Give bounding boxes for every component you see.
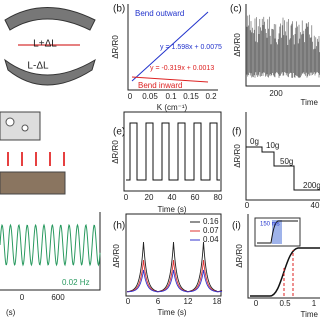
y-label: ΔR/R0 — [235, 244, 244, 268]
axes — [245, 4, 320, 87]
signal — [127, 241, 223, 293]
signal — [126, 122, 220, 181]
step-label: 10g — [266, 141, 279, 150]
step-label: 50g — [280, 157, 293, 166]
y-label: ΔR/R0 — [233, 144, 242, 168]
step-label: 0g — [250, 137, 259, 146]
y-label: ΔR/R0 — [111, 140, 120, 164]
inset-label: 150 ms — [260, 222, 280, 228]
x-label: Time — [301, 310, 319, 319]
series-name: Bend outward — [135, 9, 184, 18]
tick: 1 — [312, 299, 317, 308]
tick: 0 — [245, 201, 250, 210]
tick: 6 — [156, 297, 161, 306]
axes — [127, 4, 218, 91]
y-label: ΔR/R0 — [111, 35, 120, 59]
signal — [127, 269, 223, 293]
label: L+ΔL — [33, 39, 57, 50]
tick: 0 — [254, 299, 259, 308]
tick: 18 — [213, 297, 222, 306]
tick: 200 — [269, 89, 283, 98]
panel-label: (i) — [232, 221, 241, 232]
series-name: Bend inward — [138, 81, 182, 90]
signal — [126, 259, 223, 293]
signal — [246, 146, 320, 191]
signals: 0.160.070.04 — [126, 217, 223, 293]
y-label: ΔR/R0 — [233, 33, 242, 57]
tick: 600 — [51, 293, 65, 302]
axes — [0, 212, 101, 291]
tick: 0 — [20, 293, 25, 302]
legend-label: 0.04 — [203, 235, 219, 244]
fit-line — [131, 11, 209, 82]
tick: 0.05 — [142, 92, 158, 101]
tick: 0.2 — [205, 92, 217, 101]
tick: 0 — [126, 297, 131, 306]
frequency: 0.02 Hz — [62, 278, 90, 287]
axes — [245, 112, 320, 201]
legend-label: 0.16 — [203, 217, 219, 226]
tick: 12 — [184, 297, 193, 306]
panel-label: (c) — [230, 4, 242, 15]
panel-label: (h) — [113, 221, 125, 232]
x-label: (s) — [6, 308, 16, 317]
inset-signal — [257, 220, 298, 244]
signal — [0, 223, 101, 267]
tick: 0 — [128, 92, 133, 101]
spikes — [246, 14, 320, 78]
x-label: K (cm⁻¹) — [157, 103, 188, 112]
tick: 0 — [124, 193, 129, 202]
signal — [250, 247, 320, 297]
press-schematic — [0, 111, 66, 195]
tick: 20 — [145, 193, 154, 202]
label: L-ΔL — [27, 61, 49, 72]
x-label: Time (s) — [157, 308, 186, 317]
x-label: Time — [301, 98, 319, 107]
panel-label: (e) — [113, 127, 125, 138]
axes — [247, 214, 320, 299]
equation: y = -0.319x + 0.0013 — [150, 65, 214, 72]
inset-pulse — [272, 220, 282, 244]
panel-label: (b) — [113, 4, 125, 15]
y-label: ΔR/R0 — [112, 244, 121, 268]
bend-schematic — [4, 7, 96, 86]
x-label: Time (s) — [157, 205, 186, 214]
axes — [125, 213, 222, 297]
signal — [246, 14, 320, 78]
tick: 0.15 — [183, 92, 199, 101]
tick: 80 — [214, 193, 223, 202]
fit-line — [131, 76, 209, 83]
step-label: 200g — [303, 181, 320, 190]
tick: 60 — [191, 193, 200, 202]
equation: y = 1.598x + 0.0075 — [160, 44, 222, 51]
tick: 0.1 — [165, 92, 177, 101]
tick: 0.5 — [279, 299, 291, 308]
tick: 40 — [311, 201, 320, 210]
axes — [123, 111, 222, 192]
panel-label: (f) — [232, 127, 241, 138]
tick: 40 — [168, 193, 177, 202]
legend-label: 0.07 — [203, 226, 219, 235]
